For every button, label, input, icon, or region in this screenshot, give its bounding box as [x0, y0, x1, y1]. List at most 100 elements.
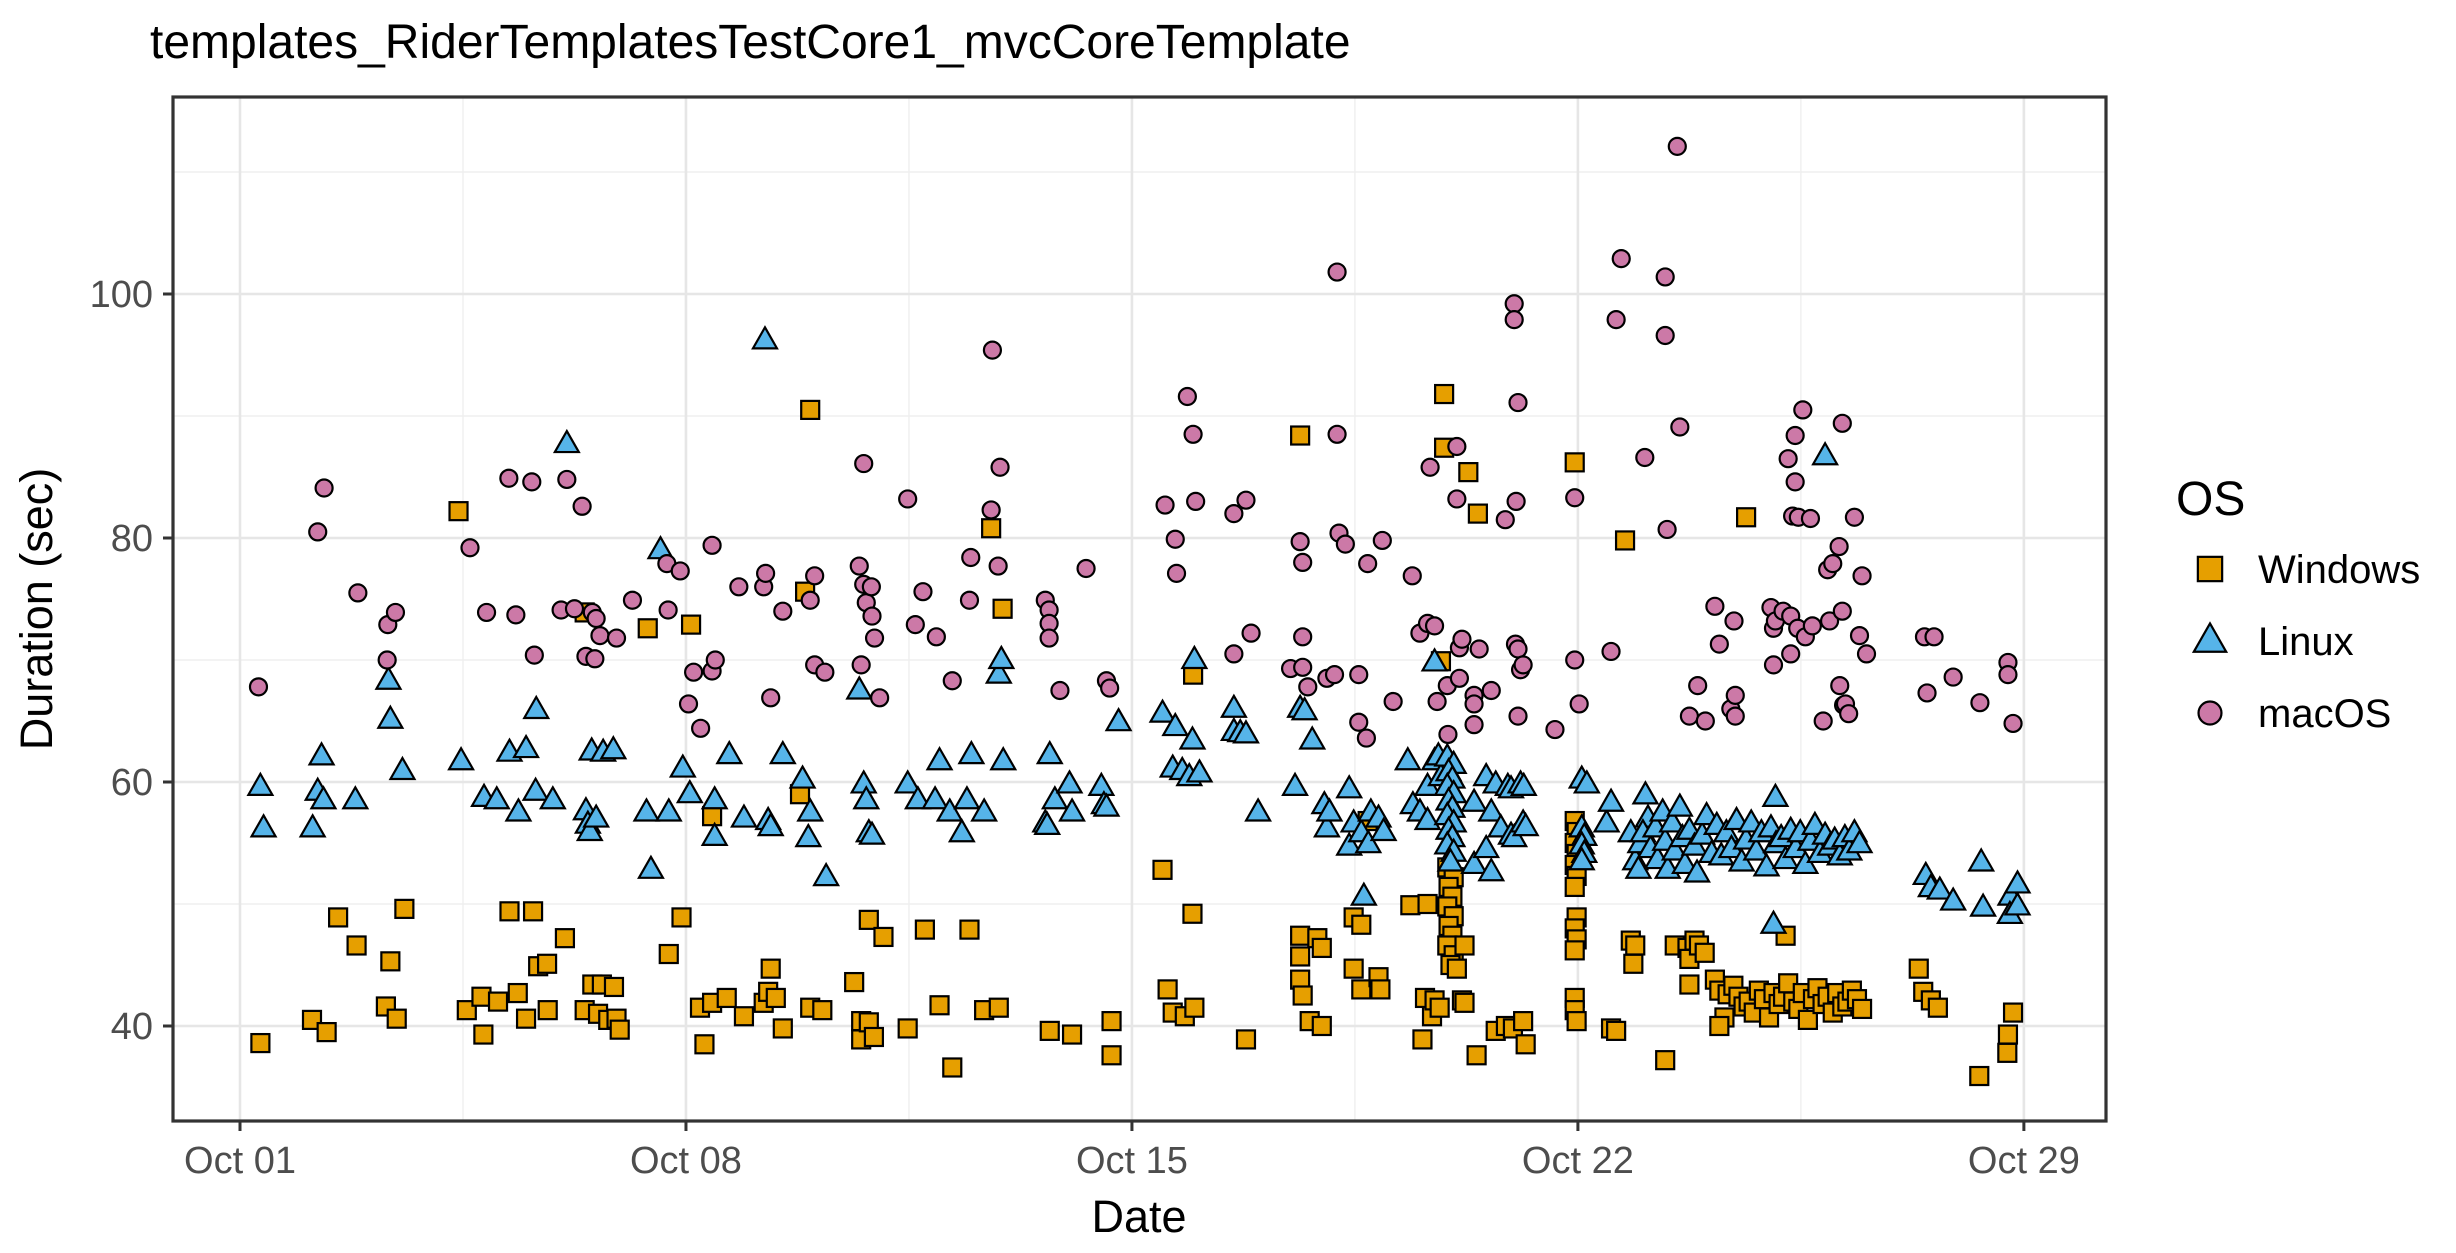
data-point — [328, 907, 349, 928]
data-point — [959, 590, 980, 610]
data-point — [1477, 797, 1506, 822]
data-point — [1452, 629, 1472, 649]
data-point — [854, 453, 874, 474]
data-point — [984, 659, 1013, 684]
data-point — [377, 650, 397, 670]
data-point — [1970, 693, 1990, 713]
data-point — [1845, 828, 1874, 854]
series-macos — [248, 136, 2023, 748]
data-point — [794, 822, 823, 848]
data-point — [861, 577, 881, 597]
data-point — [1458, 462, 1479, 483]
data-point — [959, 919, 980, 940]
data-point — [572, 496, 592, 516]
data-point — [1157, 979, 1178, 1000]
data-point — [761, 688, 781, 708]
data-point — [1185, 758, 1214, 783]
data-point — [1513, 655, 1533, 675]
data-point — [1438, 724, 1458, 745]
data-point — [316, 1021, 337, 1043]
data-point — [1631, 780, 1660, 805]
data-point — [1477, 857, 1506, 882]
data-point — [1464, 694, 1484, 714]
data-point — [1166, 563, 1187, 583]
y-axis-title: Duration (sec) — [11, 468, 62, 751]
data-point — [970, 797, 999, 822]
data-point — [1449, 668, 1470, 688]
data-point — [1997, 1042, 2018, 1063]
data-point — [301, 1009, 323, 1031]
legend-title: OS — [2176, 473, 2245, 526]
x-tick-label: Oct 01 — [184, 1140, 296, 1182]
data-point — [1592, 808, 1621, 833]
data-point — [1311, 1015, 1332, 1037]
data-point — [760, 958, 781, 979]
data-point — [671, 907, 692, 928]
data-point — [1035, 739, 1064, 765]
data-point — [1724, 611, 1744, 631]
data-point — [1402, 566, 1422, 586]
legend-marker-macos — [2197, 700, 2223, 726]
data-point — [590, 625, 610, 646]
data-point — [1793, 400, 1813, 420]
data-point — [307, 741, 336, 766]
data-point — [1564, 452, 1585, 473]
data-point — [1290, 425, 1311, 446]
data-point — [700, 821, 729, 846]
data-point — [1567, 846, 1596, 871]
data-point — [386, 1008, 407, 1029]
data-point — [1830, 676, 1850, 696]
data-point — [308, 522, 328, 542]
data-point — [942, 1057, 963, 1078]
data-point — [473, 1024, 494, 1045]
data-point — [1447, 489, 1467, 509]
data-point — [1849, 625, 1870, 646]
data-point — [606, 628, 627, 648]
data-point — [1665, 792, 1694, 817]
legend-marker-linux — [2191, 621, 2229, 653]
data-point — [805, 566, 825, 586]
data-point — [507, 982, 528, 1004]
data-point — [1315, 797, 1344, 822]
data-point — [637, 854, 665, 879]
data-point — [1564, 876, 1585, 898]
data-point — [1515, 1034, 1536, 1055]
data-point — [536, 953, 558, 974]
data-point — [990, 457, 1010, 477]
data-point — [873, 926, 894, 948]
data-point — [1292, 985, 1313, 1006]
data-point — [1311, 937, 1332, 959]
data-point — [756, 811, 785, 837]
data-point — [694, 1034, 715, 1055]
data-point — [1495, 510, 1515, 530]
data-point — [1061, 1024, 1083, 1045]
data-point — [870, 688, 890, 708]
data-point — [1969, 1065, 1990, 1087]
data-point — [1050, 680, 1070, 701]
data-point — [987, 644, 1016, 670]
data-point — [609, 1019, 630, 1040]
legend-label-macos: macOS — [2258, 692, 2391, 736]
data-point — [1655, 1050, 1676, 1071]
data-point — [1186, 491, 1206, 511]
data-point — [522, 694, 551, 720]
data-point — [1446, 958, 1467, 979]
data-point — [348, 583, 368, 603]
data-point — [1335, 831, 1364, 856]
data-point — [1298, 677, 1318, 697]
data-point — [992, 598, 1013, 619]
x-tick-label: Oct 08 — [630, 1140, 742, 1182]
data-point — [1447, 436, 1467, 457]
data-point — [800, 590, 820, 610]
data-point — [898, 489, 918, 509]
data-point — [1969, 892, 1998, 917]
data-point — [522, 472, 542, 492]
data-point — [1298, 725, 1327, 750]
data-point — [812, 861, 841, 887]
data-point — [1393, 746, 1422, 771]
data-point — [1504, 294, 1524, 314]
data-point — [1312, 813, 1341, 838]
data-point — [700, 785, 729, 810]
data-point — [1513, 1011, 1534, 1032]
data-point — [1349, 712, 1369, 732]
